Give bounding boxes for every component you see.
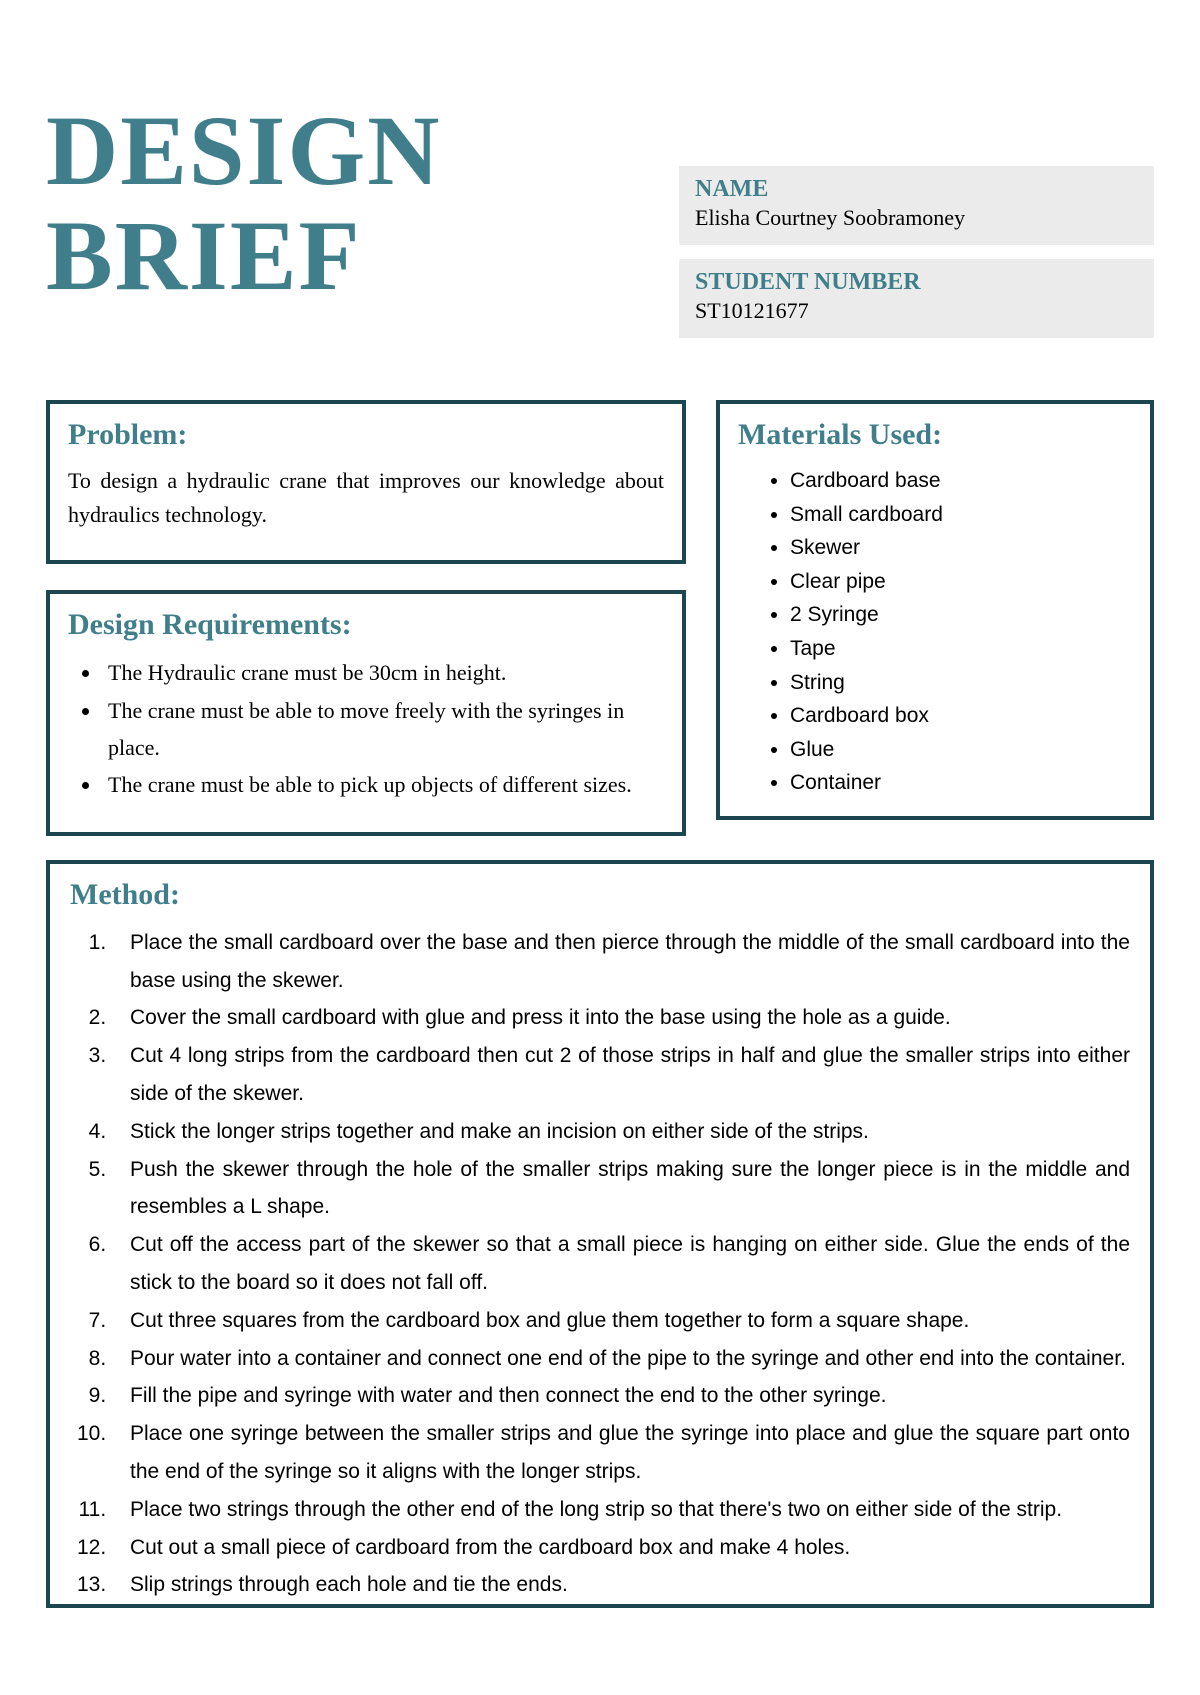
requirement-item: The Hydraulic crane must be 30cm in heig… — [102, 654, 664, 691]
material-item: 2 Syringe — [790, 598, 1132, 632]
material-item: Small cardboard — [790, 498, 1132, 532]
student-row: STUDENT NUMBER ST10121677 — [679, 259, 1154, 338]
requirements-box: Design Requirements: The Hydraulic crane… — [46, 590, 686, 836]
material-item: Container — [790, 766, 1132, 800]
method-step: Place the small cardboard over the base … — [112, 924, 1130, 1000]
student-value: ST10121677 — [695, 298, 1138, 324]
requirements-list: The Hydraulic crane must be 30cm in heig… — [68, 654, 664, 804]
name-row: NAME Elisha Courtney Soobramoney — [679, 166, 1154, 245]
method-step: Push the skewer through the hole of the … — [112, 1151, 1130, 1227]
method-step: Place one syringe between the smaller st… — [112, 1415, 1130, 1491]
material-item: Skewer — [790, 531, 1132, 565]
method-step: Fill the pipe and syringe with water and… — [112, 1377, 1130, 1415]
name-value: Elisha Courtney Soobramoney — [695, 205, 1138, 231]
material-item: Glue — [790, 733, 1132, 767]
main-row: Problem: To design a hydraulic crane tha… — [46, 400, 1154, 836]
materials-heading: Materials Used: — [738, 418, 1132, 452]
material-item: Cardboard base — [790, 464, 1132, 498]
requirement-item: The crane must be able to pick up object… — [102, 766, 664, 803]
materials-box: Materials Used: Cardboard base Small car… — [716, 400, 1154, 820]
info-block: NAME Elisha Courtney Soobramoney STUDENT… — [679, 98, 1154, 352]
problem-box: Problem: To design a hydraulic crane tha… — [46, 400, 686, 564]
materials-list: Cardboard base Small cardboard Skewer Cl… — [738, 464, 1132, 800]
method-step: Place two strings through the other end … — [112, 1491, 1130, 1529]
method-step: Pour water into a container and connect … — [112, 1340, 1130, 1378]
requirements-heading: Design Requirements: — [68, 608, 664, 642]
method-list: Place the small cardboard over the base … — [70, 924, 1130, 1604]
method-box: Method: Place the small cardboard over t… — [46, 860, 1154, 1608]
method-step: Cut off the access part of the skewer so… — [112, 1226, 1130, 1302]
method-step: Cover the small cardboard with glue and … — [112, 999, 1130, 1037]
title-block: DESIGN BRIEF — [46, 98, 679, 352]
problem-text: To design a hydraulic crane that improve… — [68, 464, 664, 532]
method-step: Slip strings through each hole and tie t… — [112, 1566, 1130, 1604]
header: DESIGN BRIEF NAME Elisha Courtney Soobra… — [46, 98, 1154, 352]
problem-heading: Problem: — [68, 418, 664, 452]
student-label: STUDENT NUMBER — [695, 269, 1138, 296]
right-column: Materials Used: Cardboard base Small car… — [716, 400, 1154, 836]
title-line-2: BRIEF — [46, 203, 679, 308]
material-item: Tape — [790, 632, 1132, 666]
method-step: Cut out a small piece of cardboard from … — [112, 1529, 1130, 1567]
title-line-1: DESIGN — [46, 98, 679, 203]
material-item: String — [790, 666, 1132, 700]
method-step: Stick the longer strips together and mak… — [112, 1113, 1130, 1151]
left-column: Problem: To design a hydraulic crane tha… — [46, 400, 686, 836]
method-step: Cut three squares from the cardboard box… — [112, 1302, 1130, 1340]
material-item: Clear pipe — [790, 565, 1132, 599]
requirement-item: The crane must be able to move freely wi… — [102, 692, 664, 767]
material-item: Cardboard box — [790, 699, 1132, 733]
method-heading: Method: — [70, 878, 1130, 912]
name-label: NAME — [695, 176, 1138, 203]
method-step: Cut 4 long strips from the cardboard the… — [112, 1037, 1130, 1113]
